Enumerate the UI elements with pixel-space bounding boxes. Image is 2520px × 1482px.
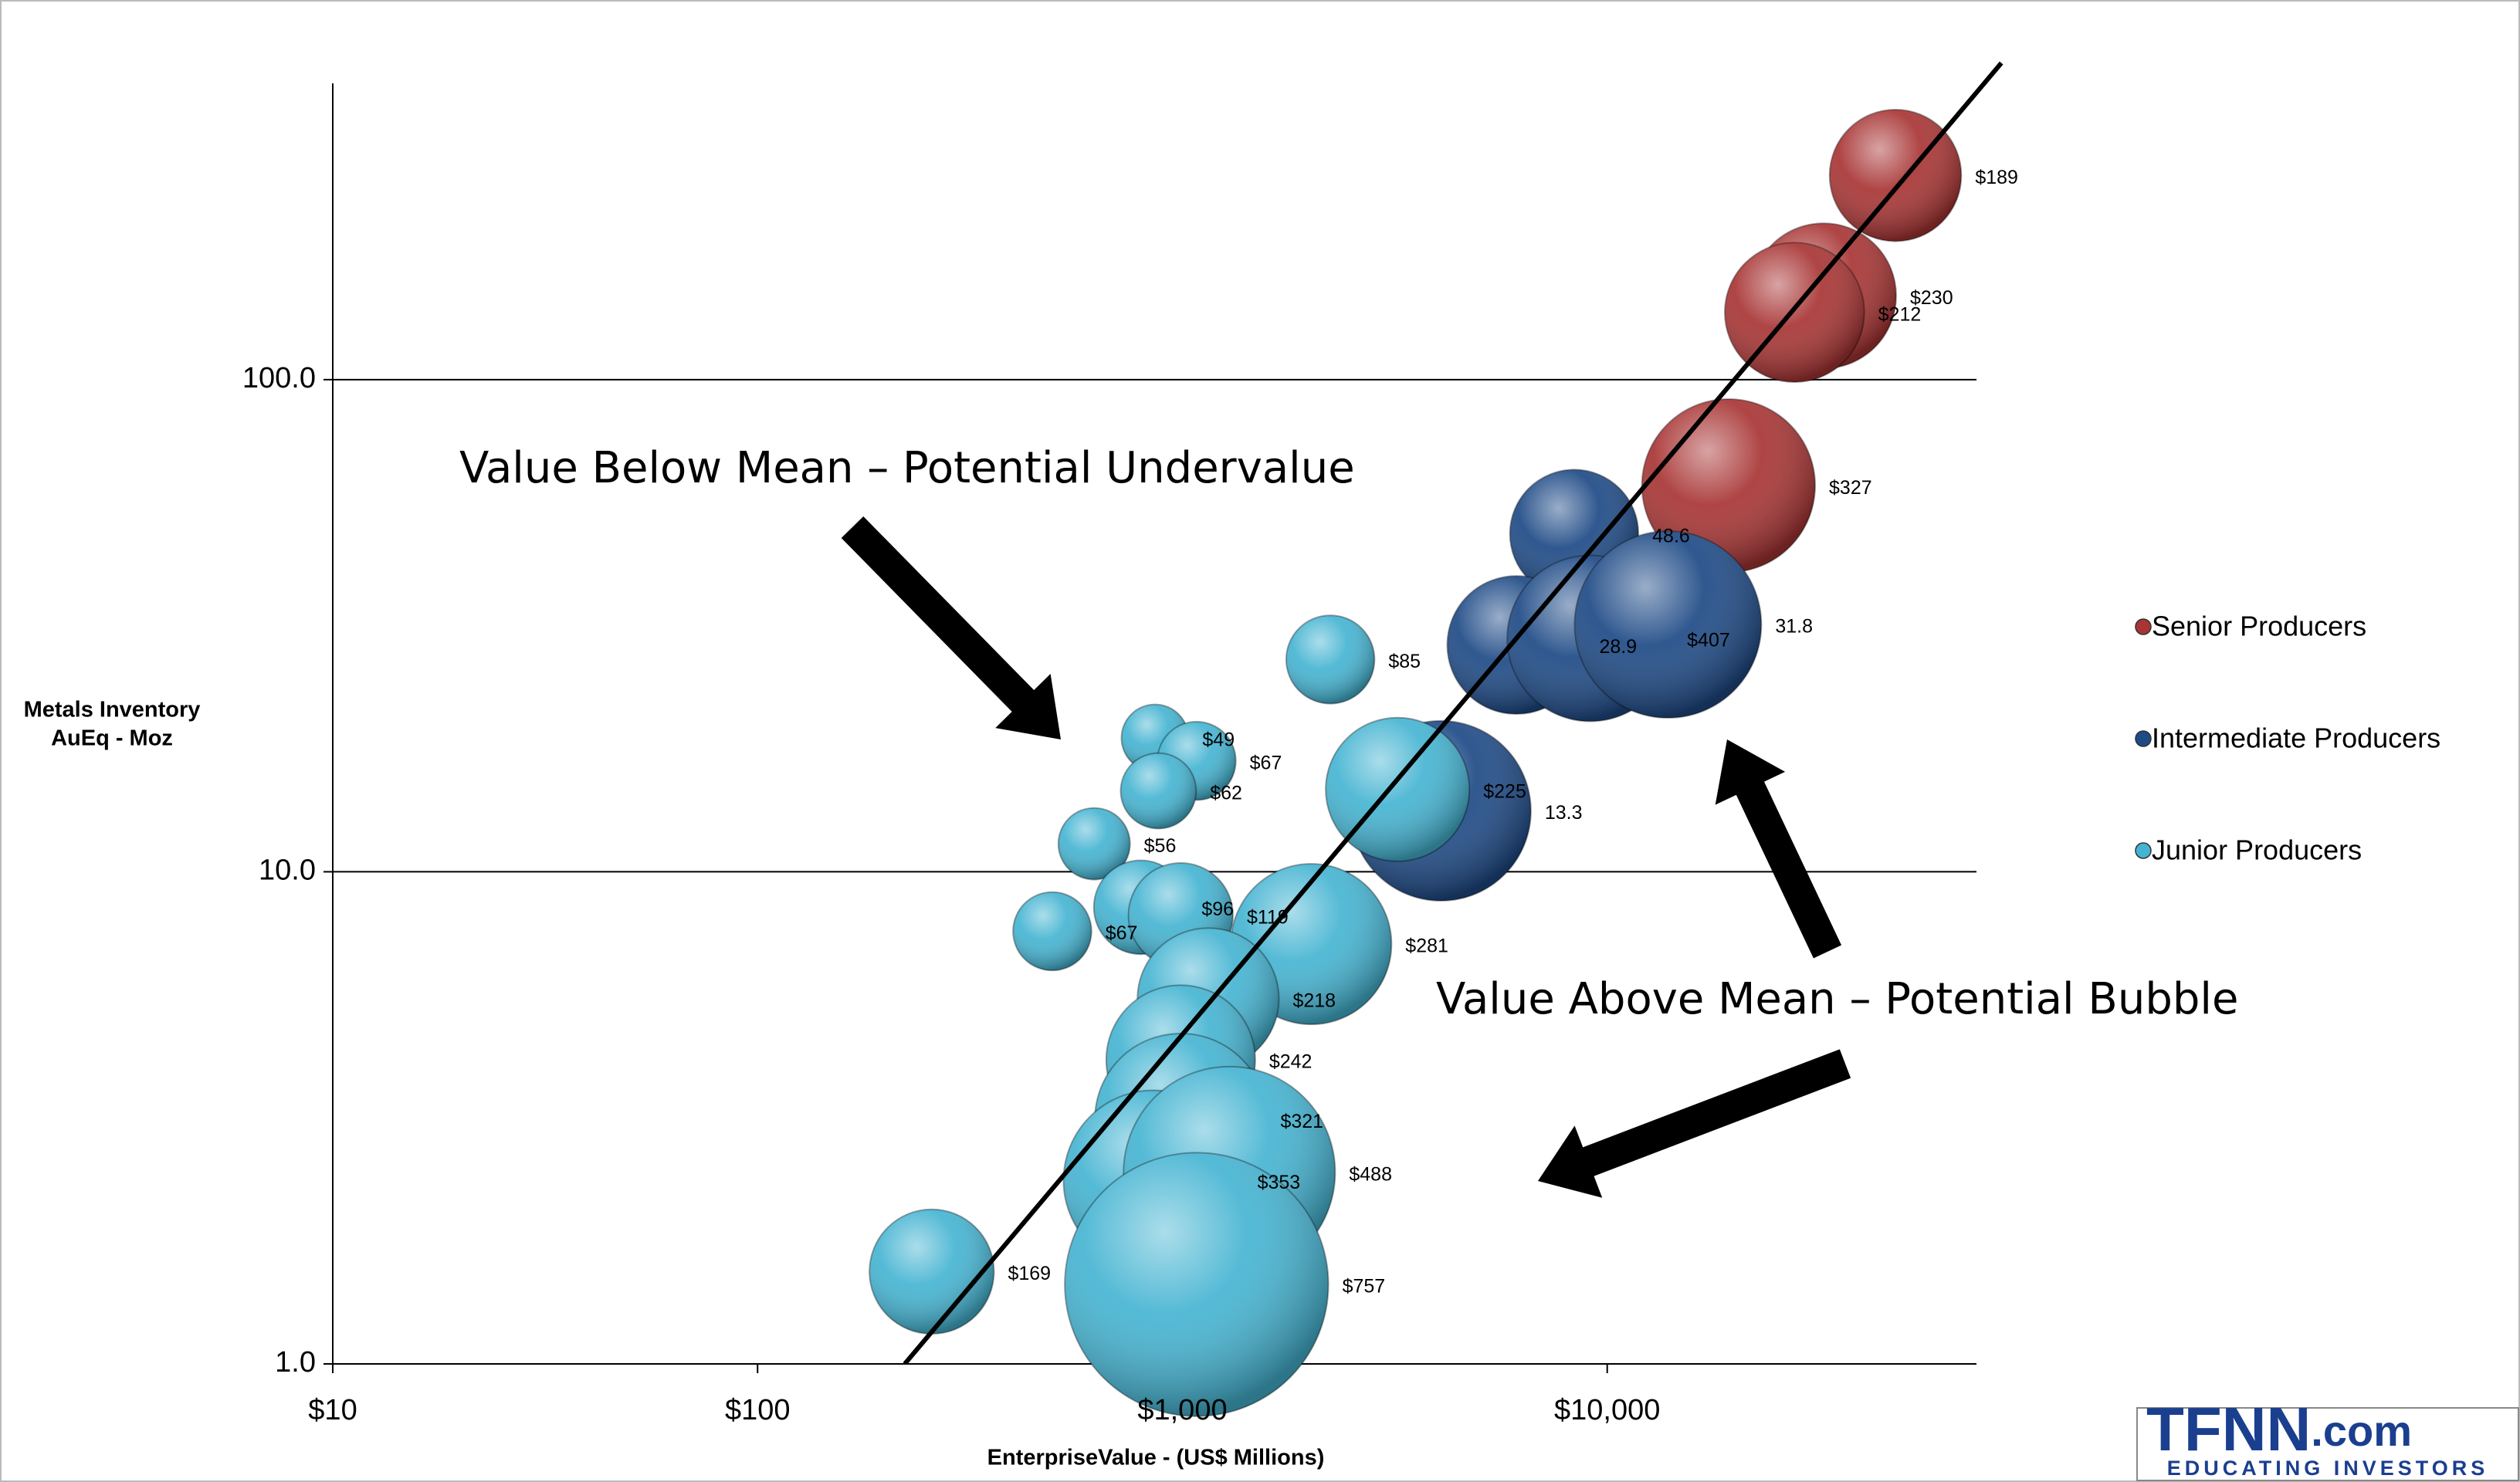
data-label: $85 (1388, 651, 1421, 672)
data-label: 48.6 (1652, 525, 1690, 546)
annotation: Value Below Mean – Potential Undervalue (459, 443, 1355, 493)
legend-marker (2135, 618, 2152, 635)
data-label: $353 (1258, 1172, 1301, 1193)
logo-name: TFNN.com (2146, 1395, 2412, 1463)
legend-marker (2135, 842, 2152, 859)
y-tick-label: 1.0 (275, 1346, 316, 1379)
arrow (1715, 739, 1842, 959)
foreground: 1.0 10.0 100.0 $10 $100 $1,000 $10,000 $189 $230… (242, 61, 2440, 1426)
logo-name-main: TFNN (2146, 1395, 2311, 1463)
logo-box (2136, 1407, 2519, 1481)
legend-marker (2135, 730, 2152, 747)
data-label: $169 (1008, 1263, 1051, 1284)
bubble-group (869, 1208, 995, 1335)
legend-label: Intermediate Producers (2152, 722, 2440, 754)
bubble-shine (1058, 807, 1130, 880)
data-label: $281 (1405, 936, 1448, 957)
data-label: $62 (1210, 782, 1242, 804)
data-label: $96 (1201, 898, 1234, 920)
y-axis-label: AuEq - Moz (51, 726, 173, 751)
trendline (903, 61, 2003, 1364)
legend-label: Senior Producers (2152, 611, 2366, 642)
logo: TFNN.com EDUCATING INVESTORS (2136, 1395, 2519, 1481)
bubble-group (1064, 1152, 1329, 1417)
data-label: $218 (1292, 990, 1336, 1012)
x-tick-label: $10 (308, 1394, 357, 1426)
legend-label: Junior Producers (2152, 834, 2362, 866)
data-label: $757 (1343, 1276, 1386, 1298)
bubble-shine (1829, 109, 1962, 242)
logo-suffix: .com (2311, 1406, 2412, 1455)
data-label: $67 (1250, 752, 1282, 773)
x-axis-label: EnterpriseValue - (US$ Millions) (987, 1446, 1325, 1470)
arrow (1538, 1049, 1851, 1198)
data-label: 31.8 (1775, 616, 1813, 638)
bubble-shine (869, 1209, 994, 1335)
x-tick-label: $1,000 (1137, 1394, 1227, 1426)
bubble-group (1012, 891, 1092, 972)
data-label: 13.3 (1545, 802, 1583, 824)
data-label: $407 (1687, 630, 1730, 651)
bubble-shine (1065, 1152, 1329, 1416)
data-label: $212 (1878, 303, 1922, 325)
data-label: $488 (1349, 1163, 1392, 1185)
data-label: $321 (1280, 1111, 1323, 1132)
y-axis-label: Metals Inventory (24, 698, 201, 722)
data-label: $49 (1202, 729, 1235, 751)
arrow (841, 516, 1061, 739)
bubble-group (1573, 530, 1763, 719)
trendline-group (903, 61, 2003, 1364)
bubble-group (1828, 108, 1963, 242)
y-tick-label: 10.0 (259, 854, 316, 886)
bubble-shine (1724, 242, 1865, 383)
data-label: $67 (1106, 922, 1138, 944)
bubble-shine (1574, 531, 1762, 719)
data-label: $225 (1483, 780, 1526, 802)
data-label: $230 (1910, 287, 1953, 309)
data-label: $327 (1829, 477, 1872, 499)
annotation: Value Above Mean – Potential Bubble (1436, 974, 2238, 1024)
bubble-shine (1120, 753, 1197, 829)
bubble-shine (1285, 615, 1375, 704)
bubble-group (1285, 614, 1376, 705)
bubble-group (1119, 752, 1197, 830)
bubble-shine (1013, 892, 1092, 971)
bubble-group (1641, 398, 1817, 574)
x-tick-label: $100 (725, 1394, 791, 1426)
logo-tagline: EDUCATING INVESTORS (2167, 1457, 2489, 1480)
bubbles (869, 108, 1963, 1417)
y-tick-label: 100.0 (242, 362, 316, 394)
bubble-shine (1641, 398, 1816, 573)
x-tick-label: $10,000 (1554, 1394, 1660, 1426)
data-label: 28.9 (1599, 636, 1637, 658)
data-label: $56 (1144, 835, 1177, 857)
bubble-group (1723, 242, 1865, 384)
data-label: $189 (1975, 167, 2018, 188)
data-label: $242 (1269, 1051, 1312, 1073)
bubble-group (1057, 807, 1131, 881)
